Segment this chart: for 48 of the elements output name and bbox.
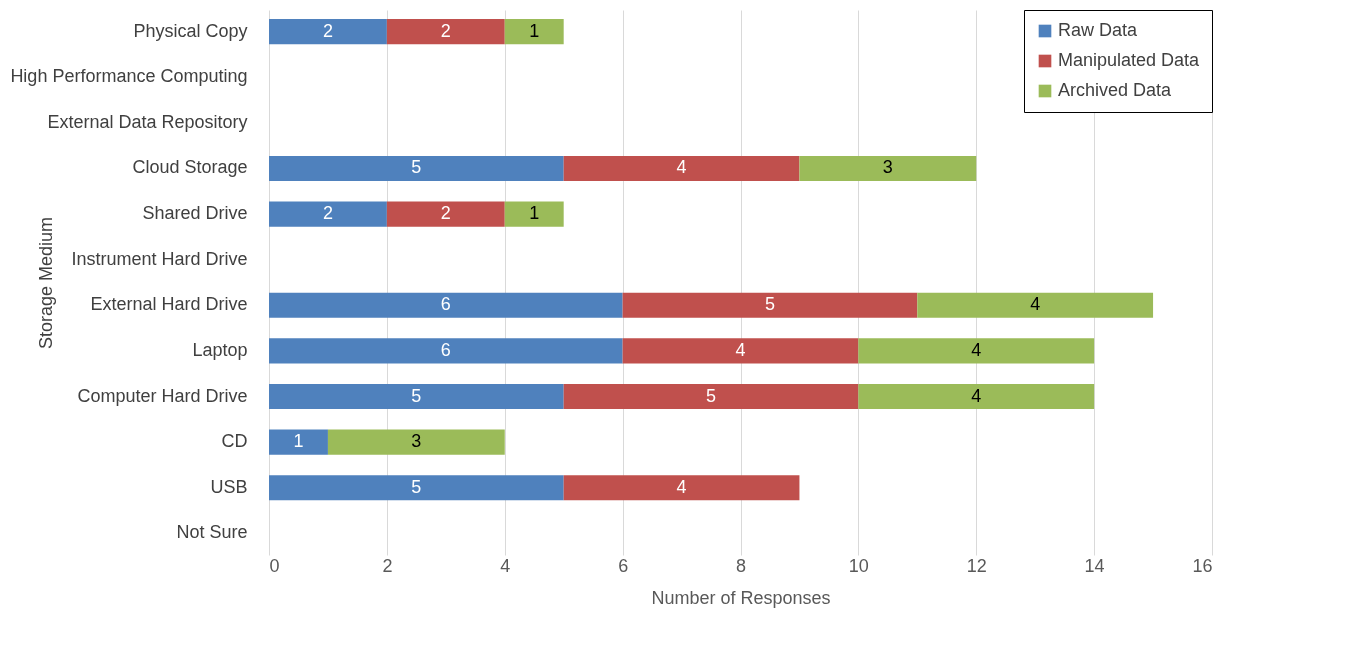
legend-label: Manipulated Data	[1058, 50, 1201, 70]
data-label: 4	[971, 385, 982, 406]
data-label: 3	[411, 431, 422, 452]
data-label: 5	[706, 385, 717, 406]
y-tick-label: Shared Drive	[142, 203, 248, 224]
legend-label: Archived Data	[1058, 80, 1173, 100]
data-label: 5	[411, 385, 422, 406]
data-label: 1	[293, 431, 304, 452]
data-label: 4	[676, 476, 687, 497]
data-label: 6	[440, 339, 451, 360]
x-tick-label: 4	[500, 555, 511, 576]
data-label: 4	[735, 339, 746, 360]
x-tick-label: 8	[735, 555, 747, 576]
x-tick-label: 10	[848, 555, 869, 576]
x-tick-label: 12	[966, 555, 987, 576]
y-axis-title: Storage Medium	[35, 216, 56, 350]
y-tick-label: Physical Copy	[133, 20, 248, 41]
data-label: 2	[440, 203, 451, 224]
data-label: 2	[322, 203, 333, 224]
y-tick-label: Instrument Hard Drive	[71, 248, 248, 269]
x-tick-label: 0	[269, 555, 280, 576]
data-label: 2	[440, 20, 451, 41]
x-tick-label: 6	[618, 555, 629, 576]
data-label: 4	[971, 339, 982, 360]
legend-label: Raw Data	[1058, 20, 1139, 40]
y-tick-label: Not Sure	[176, 522, 248, 543]
data-label: 5	[764, 294, 775, 315]
data-label: 6	[440, 294, 451, 315]
data-label: 4	[1030, 294, 1041, 315]
x-axis-title: Number of Responses	[651, 587, 831, 608]
data-label: 1	[529, 203, 540, 224]
y-tick-label: External Data Repository	[47, 111, 248, 132]
data-label: 4	[676, 157, 687, 178]
data-label: 1	[529, 20, 540, 41]
y-tick-label: USB	[210, 476, 248, 497]
data-label: 3	[882, 157, 893, 178]
y-tick-label: External Hard Drive	[90, 294, 248, 315]
y-tick-label: Computer Hard Drive	[77, 385, 248, 406]
x-tick-label: 2	[382, 555, 393, 576]
x-tick-label: 14	[1084, 555, 1105, 576]
x-tick-label: 16	[1192, 555, 1213, 576]
data-label: 2	[322, 20, 333, 41]
y-tick-label: Cloud Storage	[132, 157, 248, 178]
data-label: 5	[411, 157, 422, 178]
y-tick-label: Laptop	[192, 339, 248, 360]
y-tick-label: High Performance Computing	[10, 66, 248, 87]
y-tick-label: CD	[221, 431, 248, 452]
data-label: 5	[411, 476, 422, 497]
